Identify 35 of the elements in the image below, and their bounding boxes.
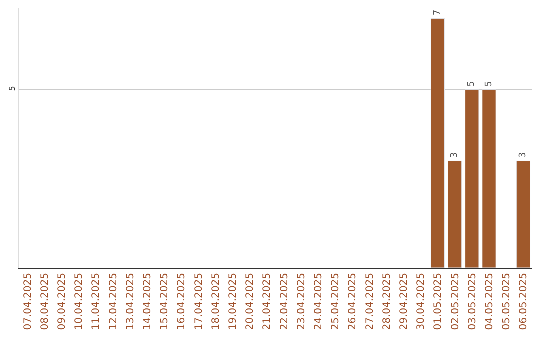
x-tick-label: 04.05.2025 xyxy=(484,273,496,330)
x-tick-label: 09.04.2025 xyxy=(57,273,68,330)
x-tick-label: 08.04.2025 xyxy=(40,273,51,330)
x-tick-label: 30.04.2025 xyxy=(416,273,428,330)
x-tick-label: 11.04.2025 xyxy=(91,273,102,330)
x-tick-label: 01.05.2025 xyxy=(433,273,444,330)
x-tick-label: 26.04.2025 xyxy=(348,273,359,330)
x-tick-label: 15.04.2025 xyxy=(160,273,171,330)
x-tick-label: 02.05.2025 xyxy=(450,273,462,330)
x-tick-label: 13.04.2025 xyxy=(125,273,136,330)
x-tick-label: 03.05.2025 xyxy=(467,273,478,330)
x-tick-label: 27.04.2025 xyxy=(364,273,376,330)
x-tick-label: 29.04.2025 xyxy=(399,273,410,330)
data-label: 3 xyxy=(450,152,460,158)
data-label: 5 xyxy=(484,81,494,87)
data-label: 3 xyxy=(518,152,528,158)
x-tick-label: 21.04.2025 xyxy=(262,273,274,330)
data-label: 7 xyxy=(432,10,443,16)
x-tick-label: 07.04.2025 xyxy=(22,273,34,330)
x-tick-label: 22.04.2025 xyxy=(279,273,290,330)
x-tick-label: 23.04.2025 xyxy=(296,273,308,330)
x-tick-label: 25.04.2025 xyxy=(330,273,342,330)
x-tick-label: 14.04.2025 xyxy=(142,273,154,330)
data-label: 5 xyxy=(467,81,478,87)
x-tick-label: 17.04.2025 xyxy=(194,273,205,330)
x-tick-label: 06.05.2025 xyxy=(518,273,530,330)
x-tick-label: 20.04.2025 xyxy=(245,273,256,330)
x-tick-label: 28.04.2025 xyxy=(382,273,393,330)
x-tick-label: 24.04.2025 xyxy=(314,273,324,330)
x-tick-label: 19.04.2025 xyxy=(228,273,239,330)
x-tick-label: 16.04.2025 xyxy=(176,273,188,330)
x-tick-label: 10.04.2025 xyxy=(74,273,86,330)
x-tick-label: 05.05.2025 xyxy=(502,273,513,330)
x-tick-label: 12.04.2025 xyxy=(108,273,120,330)
x-tick-label: 18.04.2025 xyxy=(210,273,222,330)
